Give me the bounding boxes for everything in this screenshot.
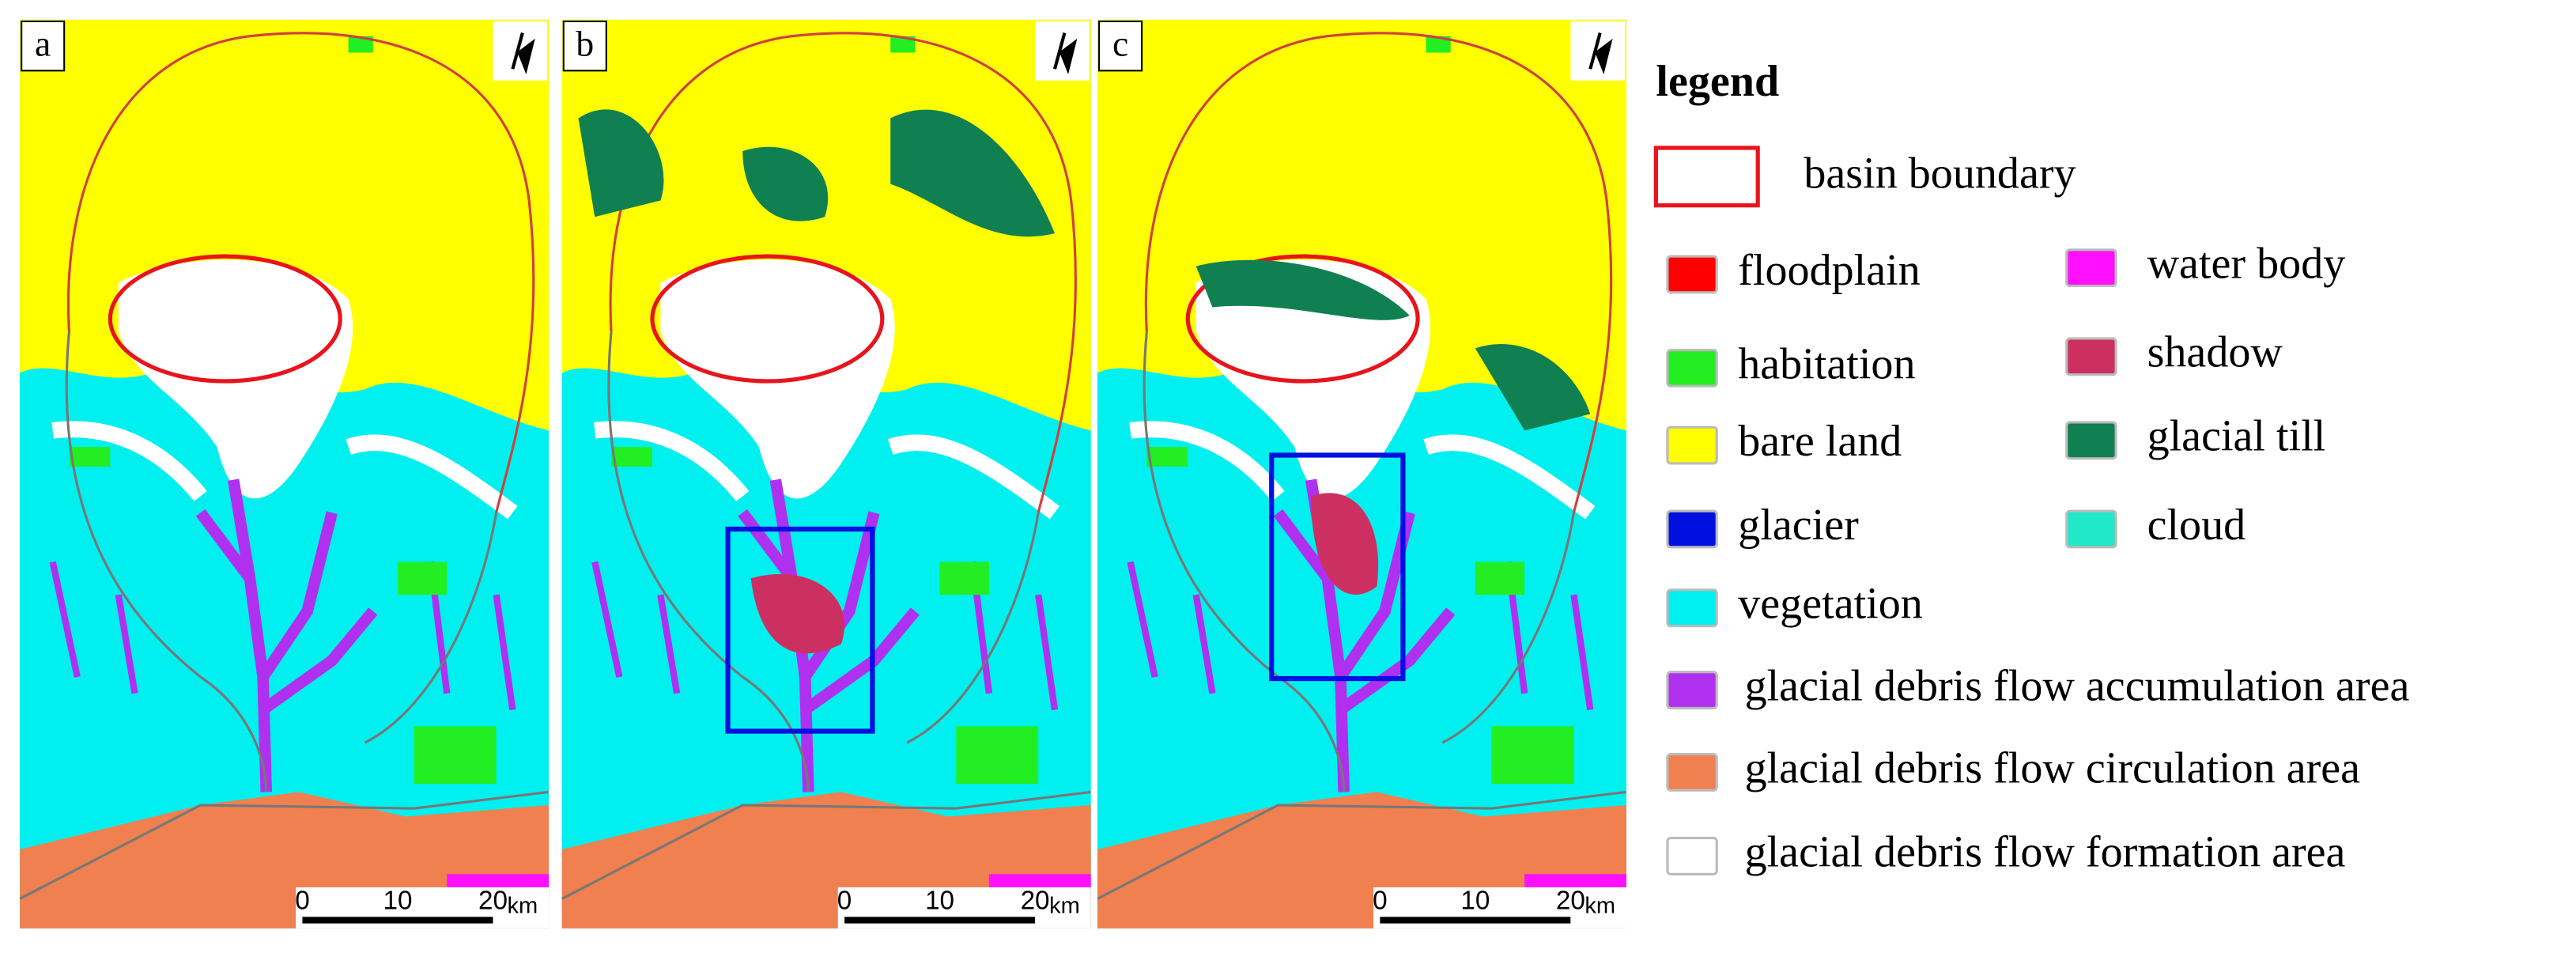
scale-label: 20	[1556, 886, 1585, 915]
legend-swatch	[2065, 509, 2117, 549]
legend-swatch	[1666, 425, 1718, 465]
panel-label: c	[1112, 24, 1128, 64]
legend-swatch	[1666, 509, 1718, 549]
legend-label: glacial debris flow circulation area	[1745, 743, 2361, 792]
legend-label: glacial till	[2147, 412, 2326, 461]
scale-unit: km	[507, 894, 538, 919]
boundary-swatch	[1653, 146, 1760, 208]
scale-label: 0	[295, 886, 309, 915]
legend-swatch	[2065, 337, 2117, 376]
map-image	[1097, 20, 1626, 928]
panel-label: b	[576, 24, 594, 64]
legend-label: floodplain	[1738, 246, 1921, 295]
map-panel: a 0 10 20 km	[20, 20, 549, 928]
scale-unit: km	[1585, 894, 1615, 919]
legend-label: glacier	[1738, 501, 1859, 550]
legend-swatch	[1666, 837, 1718, 875]
scale-label: 10	[383, 886, 412, 915]
legend-label: water body	[2147, 240, 2346, 289]
legend-title: legend	[1656, 57, 1779, 106]
legend-label: vegetation	[1738, 580, 1923, 629]
legend-swatch	[1666, 348, 1718, 388]
legend-label: glacial debris flow accumulation area	[1745, 661, 2410, 710]
legend-swatch	[1666, 255, 1718, 294]
legend-label: habitation	[1738, 339, 1915, 388]
legend-swatch	[1666, 753, 1718, 792]
scale-label: 0	[837, 886, 852, 915]
scale-unit: km	[1049, 894, 1080, 919]
panel-label: a	[35, 24, 51, 64]
map-panel: b 0 10 20 km	[562, 20, 1091, 928]
legend-label: shadow	[2147, 328, 2283, 377]
scale-label: 20	[1021, 886, 1050, 915]
legend-label: basin boundary	[1804, 149, 2076, 198]
legend-label: bare land	[1738, 417, 1902, 466]
legend: legend basin boundary floodplain habitation…	[1653, 57, 2410, 876]
legend-swatch	[1666, 588, 1718, 628]
legend-swatch	[1666, 671, 1718, 709]
legend-label: cloud	[2147, 501, 2246, 550]
scale-label: 10	[925, 886, 954, 915]
scale-label: 10	[1460, 886, 1490, 915]
legend-swatch	[2065, 421, 2117, 460]
map-image	[20, 20, 549, 928]
legend-swatch	[2065, 248, 2117, 288]
legend-label: glacial debris flow formation area	[1745, 827, 2346, 876]
scale-label: 20	[478, 886, 508, 915]
scale-label: 0	[1373, 886, 1387, 915]
map-panel: c 0 10 20 km	[1097, 20, 1626, 928]
